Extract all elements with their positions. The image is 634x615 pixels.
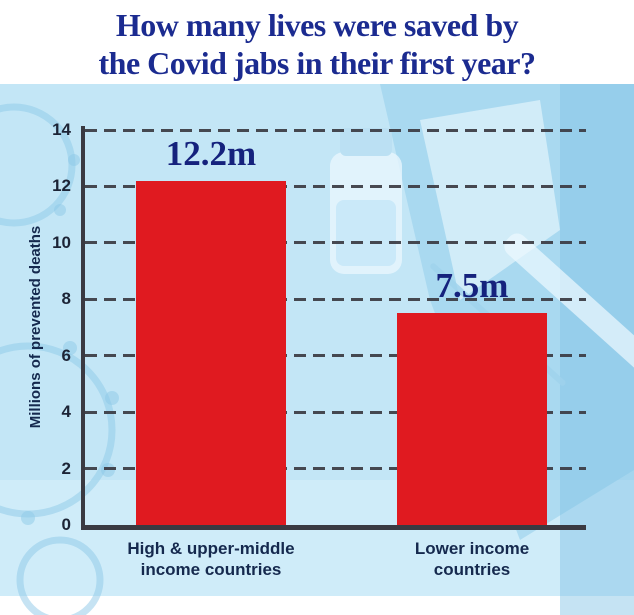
x-category-label-line: countries: [433, 560, 511, 579]
x-category-label: Lower income countries: [337, 538, 607, 580]
y-tick-label: 12: [52, 176, 71, 196]
gridline: [85, 297, 586, 301]
x-category-label-line: income countries: [140, 560, 282, 579]
x-category-label: High & upper-middle income countries: [76, 538, 346, 580]
y-axis-label: Millions of prevented deaths: [27, 225, 44, 429]
gridline: [85, 128, 586, 132]
gridline: [85, 241, 586, 245]
y-tick-label: 4: [61, 402, 71, 422]
bar-value-label: 7.5m: [435, 266, 509, 306]
gridline: [85, 467, 586, 471]
chart-title-line-2: the Covid jabs in their first year?: [98, 45, 536, 81]
bar-value-label: 12.2m: [165, 133, 257, 173]
gridline: [85, 354, 586, 358]
bar-high-upper-middle-income: [136, 180, 286, 525]
y-tick-label: 0: [61, 515, 71, 534]
vial-shape: [330, 128, 402, 274]
chart-title-line-1: How many lives were saved by: [115, 7, 519, 43]
chart-title: How many lives were saved by the Covid j…: [0, 6, 634, 82]
x-category-label-line: Lower income: [414, 539, 530, 558]
gridline: [85, 184, 586, 188]
gridline: [85, 410, 586, 414]
x-axis-line: [81, 525, 586, 530]
y-tick-label: 10: [52, 232, 71, 252]
virus-spikes: [21, 154, 119, 525]
y-axis-line: [81, 126, 85, 525]
x-category-label-line: High & upper-middle: [127, 539, 295, 558]
y-tick-label: 14: [52, 120, 71, 139]
y-tick-label: 8: [61, 289, 71, 309]
y-tick-label: 6: [61, 345, 71, 365]
bar-lower-income: [397, 313, 547, 525]
y-tick-label: 2: [61, 458, 71, 478]
